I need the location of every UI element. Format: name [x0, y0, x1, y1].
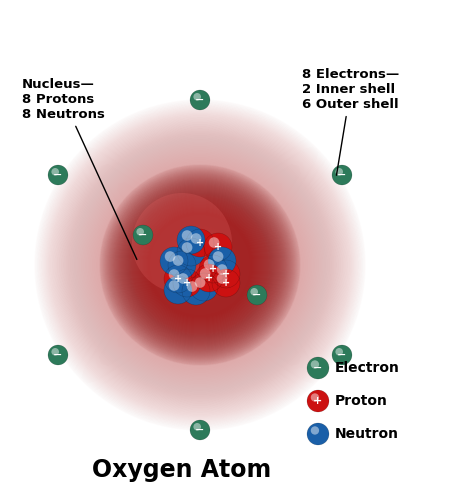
Circle shape: [182, 230, 192, 241]
Circle shape: [160, 247, 188, 275]
Circle shape: [209, 237, 219, 248]
Text: −: −: [195, 425, 205, 435]
Circle shape: [173, 269, 201, 297]
Text: −: −: [53, 170, 63, 180]
Text: 8 Electrons—
2 Inner shell
6 Outer shell: 8 Electrons— 2 Inner shell 6 Outer shell: [302, 68, 399, 176]
Circle shape: [335, 348, 343, 356]
Circle shape: [195, 277, 205, 288]
Circle shape: [191, 233, 202, 244]
Circle shape: [199, 255, 227, 283]
Circle shape: [164, 276, 192, 304]
Text: −: −: [337, 350, 347, 360]
Circle shape: [177, 238, 205, 266]
Circle shape: [307, 357, 329, 379]
Circle shape: [178, 273, 188, 284]
Circle shape: [169, 269, 180, 280]
Circle shape: [311, 426, 319, 434]
Circle shape: [51, 168, 59, 175]
Circle shape: [51, 348, 59, 356]
Text: +: +: [209, 264, 217, 274]
Circle shape: [165, 251, 175, 262]
Circle shape: [332, 345, 352, 365]
Circle shape: [169, 280, 180, 291]
Circle shape: [186, 229, 214, 257]
Text: +: +: [183, 278, 191, 288]
Circle shape: [182, 277, 210, 305]
Text: −: −: [313, 363, 323, 373]
Circle shape: [182, 242, 192, 253]
Text: Neutron: Neutron: [335, 427, 399, 441]
Text: +: +: [205, 273, 213, 283]
Circle shape: [208, 247, 236, 275]
Circle shape: [204, 259, 214, 270]
Text: −: −: [337, 170, 347, 180]
Circle shape: [204, 233, 232, 261]
Text: Oxygen Atom: Oxygen Atom: [93, 458, 272, 482]
Circle shape: [193, 423, 201, 430]
Circle shape: [190, 273, 218, 301]
Text: +: +: [196, 238, 204, 248]
Circle shape: [335, 168, 343, 175]
Circle shape: [136, 228, 144, 235]
Circle shape: [132, 193, 232, 293]
Text: Proton: Proton: [335, 394, 388, 408]
Circle shape: [168, 251, 196, 279]
Circle shape: [48, 345, 68, 365]
Circle shape: [247, 285, 267, 305]
Text: Nucleus—
8 Protons
8 Neutrons: Nucleus— 8 Protons 8 Neutrons: [22, 78, 137, 260]
Circle shape: [217, 273, 228, 284]
Text: −: −: [138, 230, 147, 240]
Circle shape: [332, 165, 352, 185]
Circle shape: [195, 264, 223, 292]
Circle shape: [200, 268, 210, 279]
Circle shape: [307, 390, 329, 412]
Text: +: +: [174, 274, 182, 284]
Text: −: −: [53, 350, 63, 360]
Text: −: −: [252, 290, 262, 300]
Circle shape: [133, 225, 153, 245]
Circle shape: [311, 360, 319, 368]
Circle shape: [177, 226, 205, 254]
Circle shape: [48, 165, 68, 185]
Circle shape: [212, 269, 240, 297]
Text: +: +: [313, 396, 322, 406]
Circle shape: [311, 394, 319, 402]
Text: Electron: Electron: [335, 361, 400, 375]
Circle shape: [187, 281, 197, 292]
Text: +: +: [222, 269, 230, 279]
Text: −: −: [195, 95, 205, 105]
Circle shape: [173, 255, 183, 266]
Text: +: +: [214, 242, 222, 252]
Circle shape: [212, 260, 240, 288]
Circle shape: [251, 288, 258, 296]
Circle shape: [164, 265, 192, 293]
Circle shape: [307, 423, 329, 445]
Text: +: +: [222, 278, 230, 288]
Circle shape: [190, 90, 210, 110]
Circle shape: [217, 264, 228, 275]
Circle shape: [190, 420, 210, 440]
Circle shape: [213, 251, 224, 262]
Circle shape: [193, 93, 201, 100]
